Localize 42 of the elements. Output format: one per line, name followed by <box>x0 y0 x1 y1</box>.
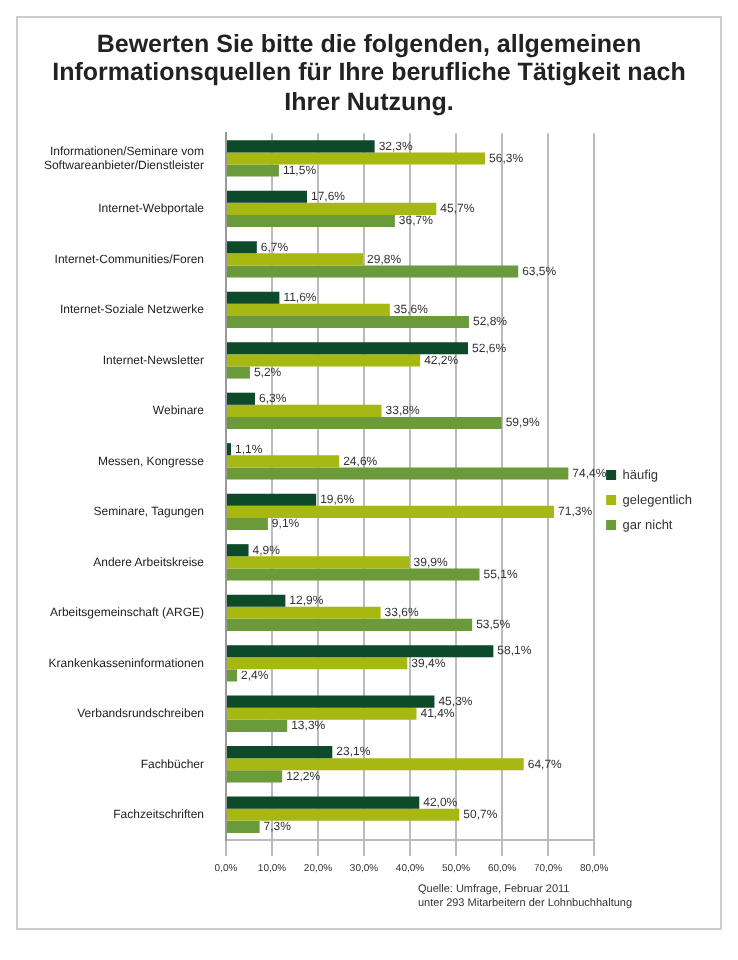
bar <box>227 506 555 519</box>
bar <box>227 405 382 418</box>
bar <box>227 594 286 608</box>
bar <box>227 821 260 834</box>
bar <box>227 607 381 620</box>
bar <box>227 203 437 216</box>
bar <box>227 342 469 355</box>
bar <box>227 191 307 204</box>
bar <box>227 544 249 557</box>
bar <box>227 164 279 177</box>
bar <box>227 392 255 406</box>
bar <box>227 215 395 228</box>
bar <box>227 417 502 430</box>
bar <box>227 758 524 771</box>
bar <box>227 695 435 708</box>
bar <box>227 152 486 165</box>
bar <box>227 657 408 670</box>
bar <box>227 720 288 733</box>
bar <box>227 645 494 658</box>
bar <box>227 568 480 581</box>
bar <box>227 808 460 822</box>
bar <box>227 291 280 305</box>
bar <box>227 354 421 367</box>
bar <box>227 707 417 721</box>
bar <box>227 455 340 468</box>
bar <box>227 796 420 809</box>
bar <box>227 669 238 682</box>
bar <box>227 304 390 317</box>
bar <box>227 518 268 531</box>
bar <box>227 746 333 759</box>
bar <box>227 493 317 507</box>
bar <box>227 265 519 278</box>
bar <box>227 619 473 632</box>
bar <box>227 140 375 153</box>
bar <box>227 253 364 266</box>
bar <box>227 366 250 379</box>
bar <box>227 241 257 254</box>
bar <box>227 316 469 329</box>
chart-title: Bewerten Sie bitte die folgenden, allgemeinen Informationsquellen für Ihre berufliche Tätigkeit nach Ihrer Nutzung. <box>50 28 688 120</box>
bar <box>227 770 283 783</box>
bar <box>227 556 410 569</box>
bar <box>227 467 569 480</box>
